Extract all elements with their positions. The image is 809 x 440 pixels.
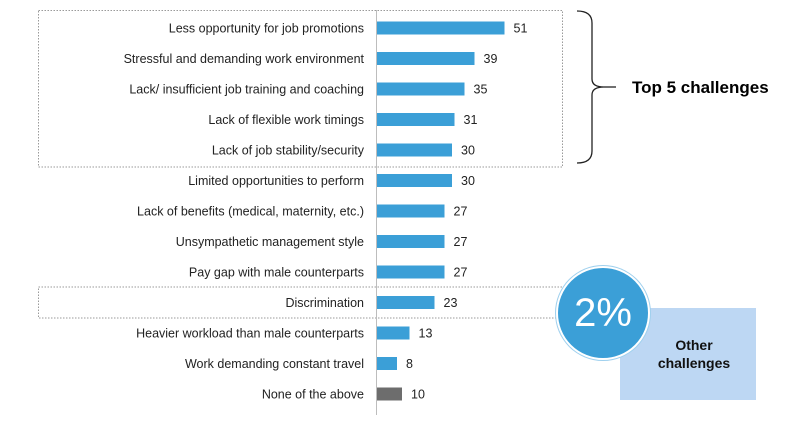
value-label-13: 10 [411,387,425,401]
category-label-8: Unsympathetic management style [176,235,364,249]
category-label-9: Pay gap with male counterparts [189,265,364,279]
top5-challenges-label: Top 5 challenges [632,78,769,97]
top5-highlight-box [38,10,563,168]
discrimination-highlight-box [38,286,563,319]
bar-9 [377,265,445,279]
value-label-10: 23 [444,296,458,310]
top5-brace [576,10,605,164]
other-label-line2: challenges [657,355,731,371]
value-label-7: 27 [454,204,468,218]
value-label-6: 30 [461,174,475,188]
bar-4 [377,113,455,126]
percent-circle: 2% [556,266,650,360]
value-label-12: 8 [406,357,413,371]
category-label-3: Lack/ insufficient job training and coac… [129,82,364,96]
bar-1 [377,21,505,35]
category-label-2: Stressful and demanding work environment [124,52,365,66]
bar-11 [377,326,410,340]
category-label-5: Lack of job stability/security [212,143,365,157]
bar-5 [377,143,452,157]
value-label-9: 27 [454,265,468,279]
bar-13 [377,387,402,401]
value-label-11: 13 [419,326,433,340]
value-label-8: 27 [454,235,468,249]
bar-6 [377,174,452,187]
value-label-3: 35 [474,82,488,96]
category-label-10: Discrimination [286,296,365,310]
category-label-4: Lack of flexible work timings [208,113,364,127]
category-label-6: Limited opportunities to perform [188,174,364,188]
bar-8 [377,235,445,248]
value-label-2: 39 [484,52,498,66]
category-label-7: Lack of benefits (medical, maternity, et… [137,204,364,218]
bar-12 [377,357,397,370]
bar-2 [377,52,475,65]
bar-10 [377,296,435,309]
category-label-13: None of the above [262,387,364,401]
value-label-4: 31 [464,113,478,127]
value-label-5: 30 [461,143,475,157]
category-label-11: Heavier workload than male counterparts [136,326,364,340]
bar-3 [377,82,465,96]
category-label-12: Work demanding constant travel [185,357,364,371]
other-label-line1: Other [675,336,713,353]
bar-7 [377,204,445,218]
category-label-1: Less opportunity for job promotions [169,21,364,35]
value-label-1: 51 [514,21,528,35]
